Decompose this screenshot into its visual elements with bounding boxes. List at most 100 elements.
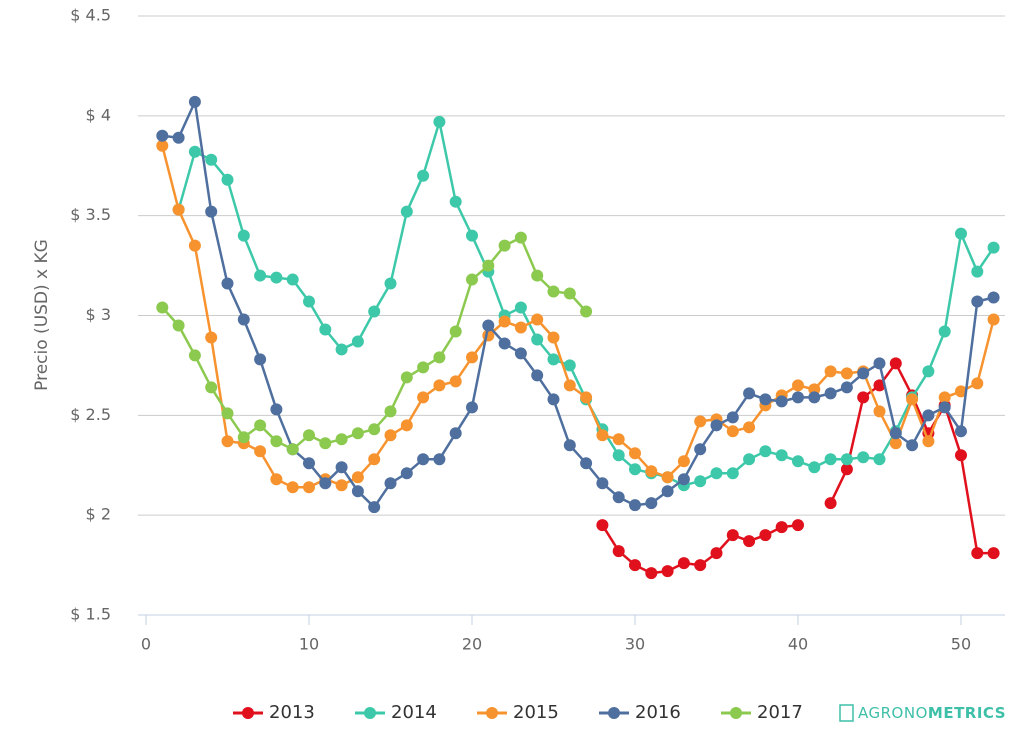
data-point: [335, 479, 348, 492]
data-point: [987, 313, 1000, 326]
data-point: [938, 325, 951, 338]
data-point: [889, 357, 902, 370]
data-point: [449, 375, 462, 388]
data-point: [351, 485, 364, 498]
data-point: [302, 429, 315, 442]
data-point: [694, 475, 707, 488]
data-point: [335, 433, 348, 446]
legend-label: 2017: [757, 702, 803, 723]
data-point: [335, 343, 348, 356]
data-point: [302, 295, 315, 308]
data-point: [384, 477, 397, 490]
data-point: [368, 423, 381, 436]
data-point: [156, 301, 169, 314]
data-point: [938, 401, 951, 414]
data-point: [221, 407, 234, 420]
data-point: [612, 449, 625, 462]
legend-label: 2014: [391, 702, 437, 723]
data-point: [661, 565, 674, 578]
data-point: [808, 391, 821, 404]
logo-part: AGRONO: [858, 704, 928, 722]
data-point: [840, 453, 853, 466]
data-point: [237, 431, 250, 444]
logo-icon: [839, 704, 854, 722]
data-point: [824, 365, 837, 378]
x-tick-label: 30: [625, 635, 645, 654]
data-point: [726, 529, 739, 542]
data-point: [547, 353, 560, 366]
legend-swatch: [486, 707, 498, 719]
data-point: [156, 129, 169, 142]
data-point: [433, 379, 446, 392]
data-point: [254, 269, 267, 282]
data-point: [319, 437, 332, 450]
data-point: [400, 205, 413, 218]
data-point: [302, 481, 315, 494]
legend: 2013 2014 2015 2016 2017: [233, 702, 803, 723]
data-point: [254, 445, 267, 458]
data-point: [384, 429, 397, 442]
data-point: [645, 497, 658, 510]
data-point: [400, 371, 413, 384]
data-point: [417, 391, 430, 404]
data-point: [889, 427, 902, 440]
logo-part: METRICS: [928, 704, 1006, 722]
series-lines: [156, 95, 1000, 580]
data-point: [531, 369, 544, 382]
y-tick-label: $ 4.5: [70, 6, 111, 25]
data-point: [628, 447, 641, 460]
data-point: [971, 265, 984, 278]
data-point: [759, 445, 772, 458]
x-tick-label: 40: [788, 635, 808, 654]
data-point: [449, 325, 462, 338]
data-point: [531, 269, 544, 282]
data-point: [417, 453, 430, 466]
data-point: [368, 501, 381, 514]
data-point: [759, 529, 772, 542]
data-point: [743, 387, 756, 400]
data-point: [612, 433, 625, 446]
data-point: [482, 259, 495, 272]
data-point: [351, 427, 364, 440]
data-point: [319, 323, 332, 336]
data-point: [612, 491, 625, 504]
data-point: [743, 421, 756, 434]
data-point: [514, 301, 527, 314]
data-point: [172, 319, 185, 332]
data-point: [954, 385, 967, 398]
data-point: [205, 381, 218, 394]
data-point: [221, 435, 234, 448]
data-point: [188, 145, 201, 158]
series-line: [162, 100, 994, 509]
data-point: [922, 365, 935, 378]
data-point: [188, 95, 201, 108]
data-point: [221, 277, 234, 290]
y-tick-label: $ 2.5: [70, 405, 111, 424]
data-point: [922, 435, 935, 448]
data-point: [433, 115, 446, 128]
y-tick-label: $ 3: [86, 305, 111, 324]
legend-label: 2016: [635, 702, 681, 723]
data-point: [857, 391, 870, 404]
data-point: [531, 333, 544, 346]
data-point: [482, 319, 495, 332]
data-point: [384, 277, 397, 290]
data-point: [188, 349, 201, 362]
data-point: [596, 477, 609, 490]
data-point: [547, 393, 560, 406]
data-point: [840, 381, 853, 394]
y-tick-label: $ 3.5: [70, 205, 111, 224]
data-point: [873, 357, 886, 370]
data-point: [938, 391, 951, 404]
data-point: [775, 521, 788, 534]
grid: $ 1.5 $ 2 $ 2.5 $ 3 $ 3.5 $ 4 $ 4.5 0 10 20 30 40 50: [70, 6, 1005, 654]
legend-swatch: [242, 707, 254, 719]
data-point: [449, 427, 462, 440]
data-point: [873, 405, 886, 418]
y-tick-label: $ 2: [86, 505, 111, 524]
data-point: [368, 305, 381, 318]
data-point: [808, 461, 821, 474]
legend-swatch: [730, 707, 742, 719]
data-point: [971, 377, 984, 390]
